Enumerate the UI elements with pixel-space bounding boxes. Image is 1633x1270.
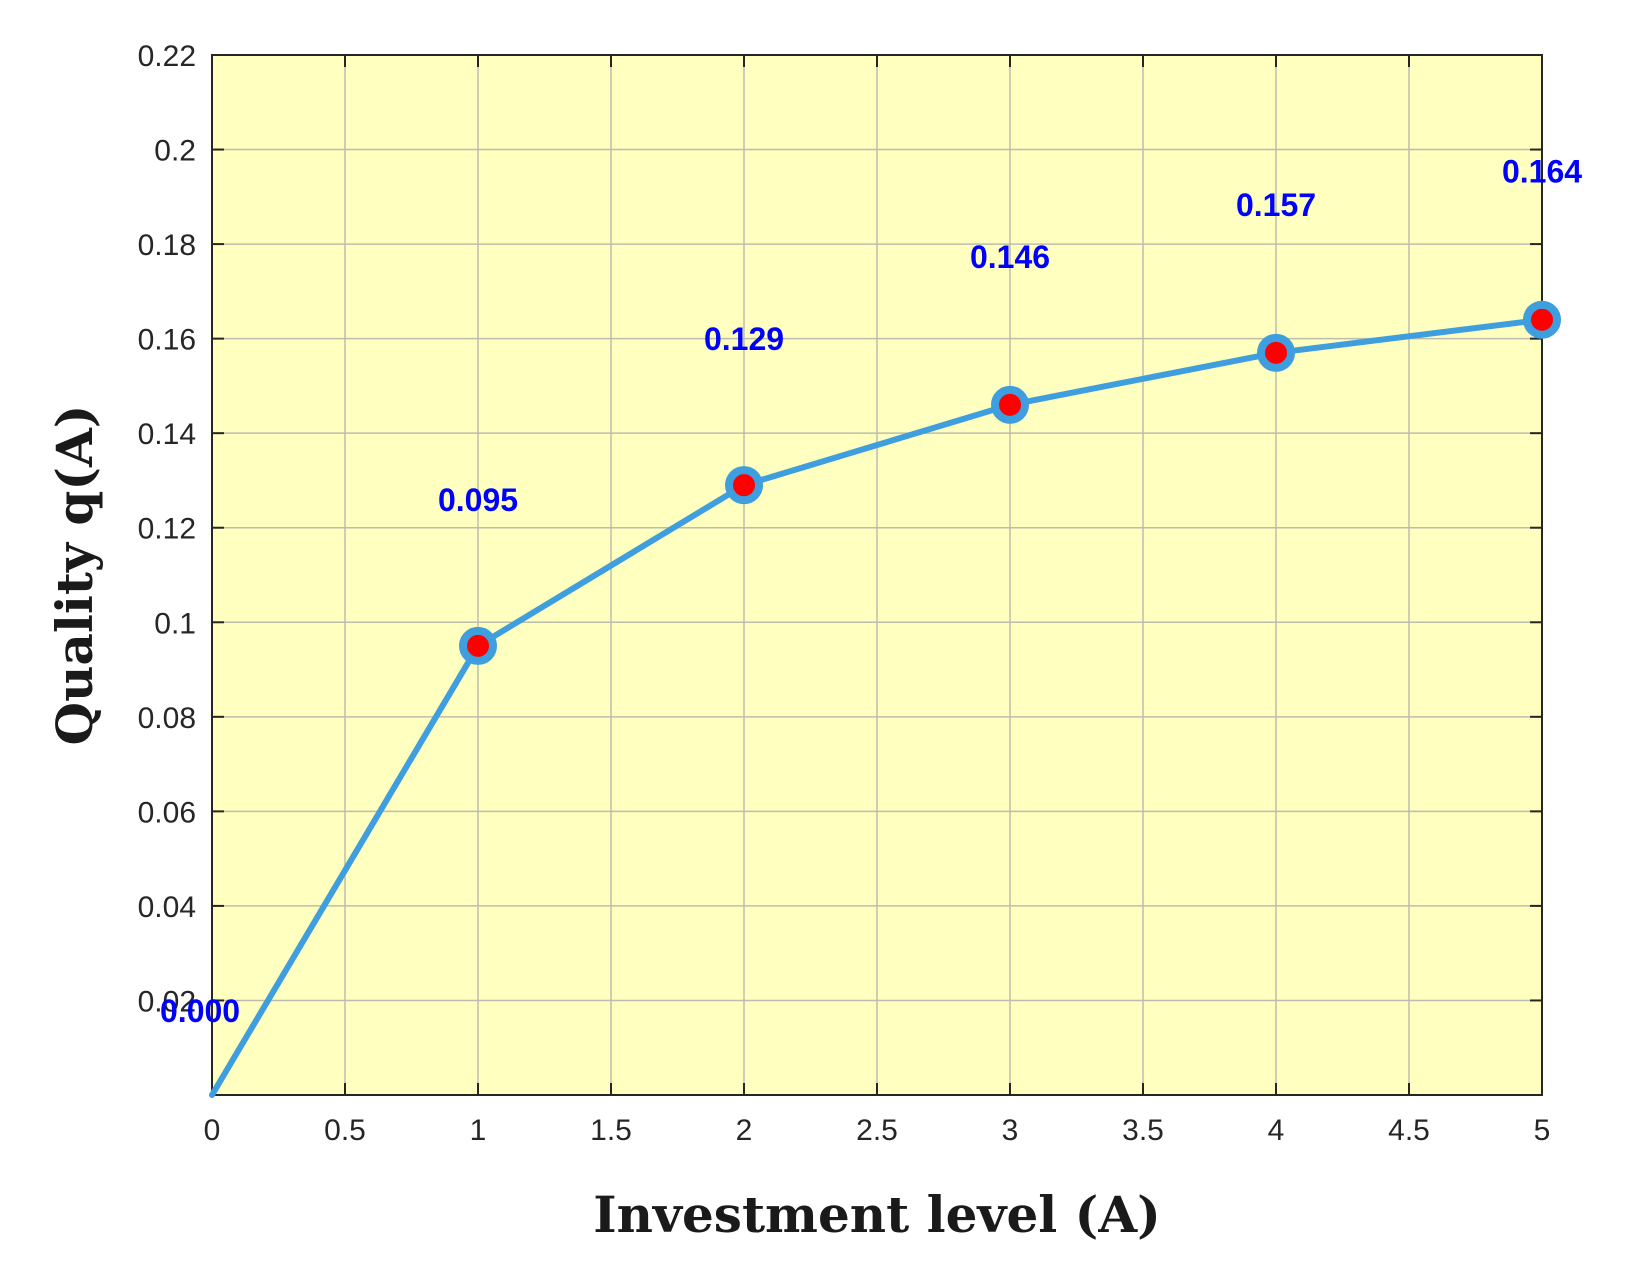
y-tick-labels: 0.02 0.04 0.06 0.08 0.1 0.12 0.14 0.16 0.18 0.2 0.… bbox=[138, 40, 196, 1018]
data-labels: 0.000 0.095 0.129 0.146 0.157 0.164 bbox=[160, 154, 1582, 1029]
y-tick-label: 0.14 bbox=[138, 418, 196, 451]
x-tick-label: 5 bbox=[1534, 1114, 1551, 1147]
data-label: 0.095 bbox=[438, 482, 518, 518]
series-quality bbox=[209, 300, 1561, 1098]
data-label: 0.146 bbox=[970, 239, 1050, 275]
y-tick-label: 0.2 bbox=[154, 135, 196, 168]
x-tick-label: 2 bbox=[736, 1114, 753, 1147]
data-label: 0.000 bbox=[160, 993, 240, 1029]
y-tick-label: 0.16 bbox=[138, 324, 196, 357]
x-tick-label: 3.5 bbox=[1122, 1114, 1164, 1147]
y-tick-label: 0.12 bbox=[138, 513, 196, 546]
y-tick-label: 0.1 bbox=[154, 607, 196, 640]
y-axis-title: Quality q(A) bbox=[45, 405, 104, 746]
x-tick-label: 1.5 bbox=[590, 1114, 632, 1147]
x-tick-label: 4 bbox=[1268, 1114, 1285, 1147]
y-tick-label: 0.22 bbox=[138, 40, 196, 73]
x-axis-title: Investment level (A) bbox=[593, 1185, 1161, 1244]
y-tick-label: 0.08 bbox=[138, 702, 196, 735]
x-tick-label: 0 bbox=[204, 1114, 221, 1147]
x-tick-label: 2.5 bbox=[856, 1114, 898, 1147]
plot-frame bbox=[211, 54, 1543, 1096]
data-point-marker bbox=[1257, 333, 1295, 372]
series-line bbox=[209, 316, 1545, 1098]
x-tick-label: 3 bbox=[1002, 1114, 1019, 1147]
x-tick-labels: 0 0.5 1 1.5 2 2.5 3 3.5 4 4.5 5 bbox=[204, 1114, 1551, 1147]
y-tick-label: 0.18 bbox=[138, 229, 196, 262]
y-tick-label: 0.02 bbox=[138, 985, 196, 1018]
y-tick-label: 0.06 bbox=[138, 796, 196, 829]
data-label: 0.164 bbox=[1502, 154, 1582, 190]
data-point-marker bbox=[725, 466, 763, 505]
data-point-marker bbox=[459, 626, 497, 665]
data-point-marker bbox=[991, 385, 1029, 424]
data-label: 0.157 bbox=[1236, 187, 1316, 223]
data-point-marker bbox=[1523, 300, 1561, 339]
x-tick-label: 1 bbox=[470, 1114, 487, 1147]
x-tick-label: 0.5 bbox=[324, 1114, 366, 1147]
y-tick-label: 0.04 bbox=[138, 891, 196, 924]
data-label: 0.129 bbox=[704, 321, 784, 357]
x-tick-label: 4.5 bbox=[1388, 1114, 1430, 1147]
